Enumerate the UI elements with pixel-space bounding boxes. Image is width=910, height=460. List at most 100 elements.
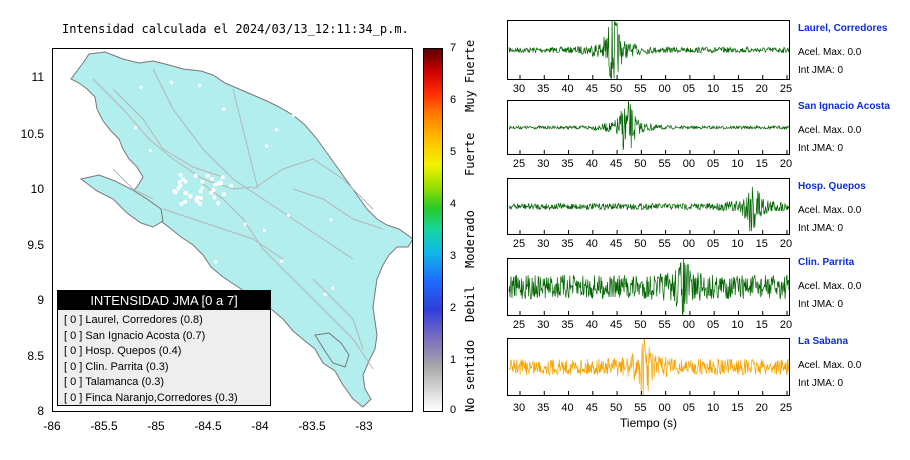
lon-tick: -85.5 (90, 419, 118, 433)
waveform-tick-label: 40 (561, 402, 574, 414)
waveform-tick-label: 10 (731, 158, 744, 170)
waveform-ticks: 25 30 35 40 45 50 55 00 05 10 15 20 (507, 158, 793, 172)
station-dot (148, 149, 152, 153)
station-name[interactable]: Laurel, Corredores (798, 23, 888, 34)
intensity-colorbar (423, 48, 443, 412)
waveform-tick-label: 45 (585, 402, 598, 414)
land-area (70, 51, 412, 408)
colorbar-label: Debil (463, 285, 477, 322)
waveform-tick-label: 30 (537, 238, 550, 250)
waveform-tick-label: 15 (731, 402, 744, 414)
lon-tick: -83.5 (298, 419, 326, 433)
station-dot (243, 222, 247, 226)
station-dot (193, 173, 198, 178)
station-dot (78, 210, 82, 214)
waveform-tick-label: 40 (585, 158, 598, 170)
station-name[interactable]: San Ignacio Acosta (798, 101, 890, 112)
waveform-tick-label: 25 (779, 402, 793, 414)
waveform-line (508, 21, 789, 79)
station-int: Int JMA: 0 (798, 143, 844, 154)
waveform-tick-label: 45 (609, 158, 623, 170)
station-dot (180, 177, 185, 182)
station-dot (69, 90, 73, 95)
station-dot (327, 137, 331, 141)
waveform-xlabel: Tiempo (s) (620, 416, 677, 430)
waveform-tick-label: 15 (731, 83, 744, 95)
station-acel: Acel. Max. 0.0 (798, 125, 862, 136)
waveform-tick-label: 45 (609, 319, 623, 331)
waveform-panel[interactable] (507, 258, 790, 316)
colorbar-tick: 1 (450, 354, 457, 366)
station-dot (183, 179, 188, 184)
colorbar-label: Muy Fuerte (463, 39, 477, 112)
waveform-tick-label: 15 (755, 158, 768, 170)
waveform-tick-label: 00 (682, 158, 696, 170)
station-dot (200, 186, 204, 190)
legend-item: [ 0 ] Finca Naranjo,Corredores (0.3) (64, 391, 238, 404)
waveform-tick-label: 35 (561, 158, 574, 170)
waveform-ticks: 30 35 40 45 50 55 00 05 10 15 20 25 (507, 402, 793, 416)
colorbar-tick: 4 (450, 198, 457, 210)
waveform-ticks: 25 30 35 40 45 50 55 00 05 10 15 20 (507, 319, 792, 333)
waveform-line (508, 339, 789, 395)
waveform-tick-label: 45 (609, 238, 623, 250)
station-dot (110, 171, 114, 175)
waveform-tick-label: 05 (707, 319, 720, 331)
waveform-panel[interactable] (507, 20, 790, 80)
station-dot (198, 189, 203, 194)
station-dot (178, 183, 183, 188)
legend-item: [ 0 ] Hosp. Quepos (0.4) (64, 345, 182, 357)
lat-tick: 10.5 (20, 127, 44, 141)
waveform-tick-label: 40 (585, 238, 598, 250)
lon-tick: -85 (147, 419, 165, 433)
waveform-panel[interactable] (507, 100, 790, 155)
station-acel: Acel. Max. 0.0 (798, 205, 862, 216)
waveform-tick-label: 40 (561, 83, 574, 95)
station-dot (107, 165, 111, 169)
station-int: Int JMA: 0 (798, 299, 844, 310)
station-name[interactable]: La Sabana (798, 336, 849, 347)
waveform-tick-label: 25 (512, 158, 526, 170)
station-dot (113, 275, 117, 279)
lat-tick: 8.5 (27, 349, 44, 363)
waveform-tick-label: 30 (537, 319, 550, 331)
waveform-tick-label: 20 (779, 158, 793, 170)
station-int: Int JMA: 0 (798, 65, 844, 76)
station-dot (265, 144, 269, 148)
waveform-tick-label: 45 (585, 83, 598, 95)
station-name[interactable]: Clin. Parrita (798, 257, 855, 268)
station-dot (331, 286, 335, 290)
road (92, 78, 254, 190)
waveform-panel[interactable] (507, 338, 790, 396)
station-dot (218, 181, 223, 186)
station-dot (139, 85, 143, 90)
waveform-tick-label: 05 (682, 402, 696, 414)
station-dot (323, 292, 327, 296)
waveform-tick-label: 05 (707, 158, 720, 170)
station-int: Int JMA: 0 (798, 223, 844, 234)
waveform-tick-label: 05 (682, 83, 696, 95)
colorbar-tick: 0 (450, 404, 457, 416)
waveform-panel[interactable] (507, 178, 790, 235)
lon-tick: -86 (43, 419, 61, 433)
osa-peninsula (314, 332, 350, 368)
colorbar-label: Moderado (463, 210, 477, 268)
station-dot (220, 175, 225, 180)
lat-tick: 9.5 (27, 238, 44, 252)
road (312, 278, 364, 350)
costa-rica-map (66, 51, 412, 408)
legend-title: INTENSIDAD JMA [0 a 7] (58, 291, 270, 310)
station-int: Int JMA: 0 (798, 378, 844, 389)
station-acel: Acel. Max. 0.0 (798, 47, 862, 58)
station-dot (287, 213, 291, 217)
station-name[interactable]: Hosp. Quepos (798, 181, 866, 192)
colorbar-tick: 3 (450, 250, 457, 262)
station-dot (209, 177, 214, 182)
waveform-ticks: 30 35 40 45 50 55 00 05 10 15 20 25 (507, 83, 792, 97)
station-dot (178, 173, 183, 177)
station-dot (137, 285, 141, 289)
waveform-tick-label: 00 (658, 402, 671, 414)
intensity-legend: INTENSIDAD JMA [0 a 7] [ 0 ] Laurel, Cor… (57, 290, 271, 406)
station-dot (169, 80, 174, 84)
map-title: Intensidad calculada el 2024/03/13_12:11… (62, 22, 409, 36)
